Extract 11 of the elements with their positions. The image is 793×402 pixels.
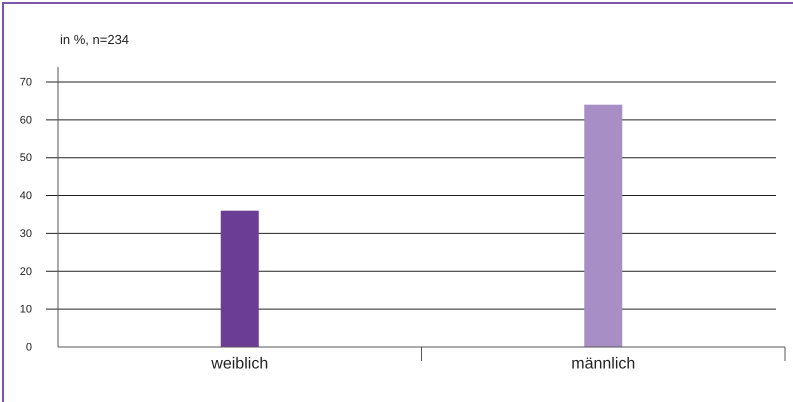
x-tick-label: weiblich	[210, 355, 268, 372]
y-tick-label: 70	[20, 76, 32, 88]
y-tick-label: 20	[20, 266, 32, 278]
y-axis-title: in %, n=234	[60, 32, 130, 47]
x-tick-label: männlich	[571, 355, 636, 372]
y-tick-label: 30	[20, 228, 32, 240]
y-tick-label: 60	[20, 114, 32, 126]
y-tick-label: 50	[20, 152, 32, 164]
y-tick-label: 0	[26, 342, 32, 354]
y-tick-label: 40	[20, 190, 32, 202]
y-tick-label: 10	[20, 304, 32, 316]
